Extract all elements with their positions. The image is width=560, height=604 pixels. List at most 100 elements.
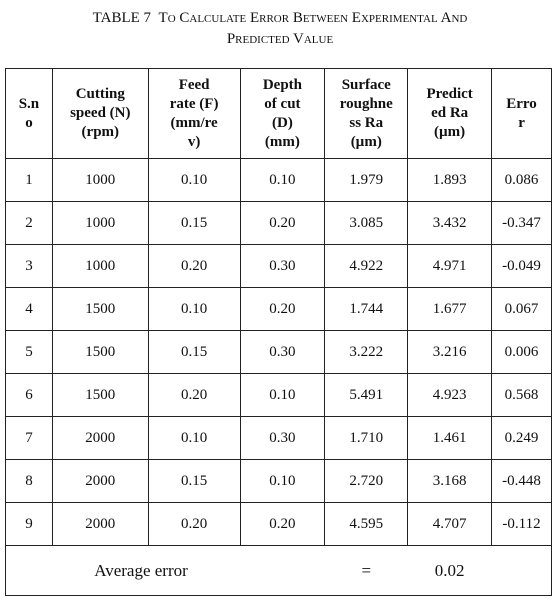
- table-cell: 4.595: [324, 502, 409, 546]
- table-row: 8 2000 0.15 0.10 2.720 3.168 -0.448: [5, 459, 552, 503]
- table-cell: 0.20: [147, 244, 241, 288]
- table-cell: 2: [5, 201, 53, 245]
- table-row: 2 1000 0.15 0.20 3.085 3.432 -0.347: [5, 201, 552, 245]
- table-cell: 0.20: [239, 287, 326, 331]
- caption-label: TABLE 7: [92, 10, 152, 26]
- table-cell: 0.10: [147, 287, 241, 331]
- header-line: ed Ra: [431, 105, 469, 121]
- caption-text: To Calculate Error Between Experimental …: [158, 10, 468, 47]
- footer-value: 0.02: [407, 545, 492, 596]
- header-line: Depth: [262, 76, 302, 93]
- header-line: (µm): [434, 124, 466, 140]
- table-cell: 0.30: [239, 416, 326, 460]
- table-cell: 0.30: [239, 244, 326, 288]
- table-cell: 1.979: [324, 158, 409, 202]
- table-cell: 4.971: [407, 244, 493, 288]
- header-cell: S.n o: [5, 68, 53, 159]
- header-line: Cutting: [75, 86, 125, 102]
- table-cell: 0.30: [239, 330, 326, 374]
- table-cell: 1.677: [407, 287, 493, 331]
- header-line: of cut: [264, 95, 301, 112]
- footer-row: Average error = 0.02: [5, 545, 552, 596]
- table-cell: 0.15: [147, 201, 241, 245]
- table-cell: 2000: [51, 416, 149, 460]
- error-table: S.n o Cutting speed (N) (rpm) Feed rate (F) (mm…: [5, 68, 552, 596]
- table-cell: 1000: [51, 201, 149, 245]
- footer-spacer: [240, 545, 325, 596]
- table-cell: 0.568: [491, 373, 552, 417]
- table-cell: 4.923: [407, 373, 493, 417]
- table-cell: 0.20: [147, 502, 241, 546]
- table-cell: 5.491: [324, 373, 409, 417]
- table-cell: 3.085: [324, 201, 409, 245]
- table-cell: 4.707: [407, 502, 493, 546]
- header-line: (mm/re: [170, 114, 218, 131]
- table-cell: 0.20: [239, 201, 326, 245]
- header-line: Feed: [178, 76, 210, 93]
- table-cell: 0.10: [147, 158, 241, 202]
- table-cell: 1500: [51, 330, 149, 374]
- header-cell: Depth of cut (D) (mm): [239, 68, 326, 159]
- header-line: Surface: [341, 76, 391, 93]
- table-cell: 2000: [51, 502, 149, 546]
- table-cell: 0.10: [239, 373, 326, 417]
- table-cell: 3.222: [324, 330, 409, 374]
- table-cell: 1.461: [407, 416, 493, 460]
- table-cell: 7: [5, 416, 53, 460]
- header-line: roughne: [339, 95, 393, 112]
- table-cell: 8: [5, 459, 53, 503]
- table-cell: 6: [5, 373, 53, 417]
- table-row: 1 1000 0.10 0.10 1.979 1.893 0.086: [5, 158, 552, 202]
- header-line: Predict: [426, 86, 473, 102]
- header-line: o: [25, 114, 33, 131]
- header-line: (mm): [264, 133, 300, 150]
- header-cell: Predict ed Ra (µm): [407, 68, 493, 159]
- table-row: 4 1500 0.10 0.20 1.744 1.677 0.067: [5, 287, 552, 331]
- table-cell: 5: [5, 330, 53, 374]
- table-cell: 0.006: [491, 330, 552, 374]
- table-cell: 0.10: [239, 459, 326, 503]
- table-cell: 3.432: [407, 201, 493, 245]
- header-row: S.n o Cutting speed (N) (rpm) Feed rate (F) (mm…: [5, 68, 552, 159]
- table-cell: 2000: [51, 459, 149, 503]
- header-cell: Erro r: [491, 68, 552, 159]
- table-row: 9 2000 0.20 0.20 4.595 4.707 -0.112: [5, 502, 552, 546]
- header-line: ss Ra: [349, 114, 384, 131]
- table-cell: -0.347: [491, 201, 552, 245]
- header-cell: Surface roughne ss Ra (µm): [324, 68, 409, 159]
- table-cell: 1500: [51, 373, 149, 417]
- table-cell: 0.249: [491, 416, 552, 460]
- table-cell: 1000: [51, 244, 149, 288]
- table-row: 5 1500 0.15 0.30 3.222 3.216 0.006: [5, 330, 552, 374]
- table-cell: 1000: [51, 158, 149, 202]
- table-cell: 0.10: [147, 416, 241, 460]
- table-cell: 0.20: [239, 502, 326, 546]
- table-cell: 0.20: [147, 373, 241, 417]
- table-cell: 1500: [51, 287, 149, 331]
- table-cell: -0.112: [491, 502, 552, 546]
- table-cell: -0.049: [491, 244, 552, 288]
- header-line: v): [187, 133, 201, 150]
- table-cell: 1: [5, 158, 53, 202]
- header-line: (µm): [350, 133, 382, 150]
- header-cell: Feed rate (F) (mm/re v): [147, 68, 241, 159]
- footer-operator: =: [324, 545, 408, 596]
- header-line: Erro: [506, 95, 537, 112]
- table-cell: 9: [5, 502, 53, 546]
- table-cell: 4.922: [324, 244, 409, 288]
- table-cell: 3: [5, 244, 53, 288]
- table-cell: 1.710: [324, 416, 409, 460]
- table-row: 7 2000 0.10 0.30 1.710 1.461 0.249: [5, 416, 552, 460]
- table-cell: 3.168: [407, 459, 493, 503]
- table-cell: 1.893: [407, 158, 493, 202]
- table-cell: 0.15: [147, 459, 241, 503]
- header-line: S.n: [18, 95, 40, 112]
- table-cell: 3.216: [407, 330, 493, 374]
- table-cell: 1.744: [324, 287, 409, 331]
- table-cell: 2.720: [324, 459, 409, 503]
- table-row: 6 1500 0.20 0.10 5.491 4.923 0.568: [5, 373, 552, 417]
- table-row: 3 1000 0.20 0.30 4.922 4.971 -0.049: [5, 244, 552, 288]
- header-line: (D): [272, 114, 293, 131]
- table-body: 1 1000 0.10 0.10 1.979 1.893 0.086 2 1000 0.15 0.2…: [5, 158, 552, 596]
